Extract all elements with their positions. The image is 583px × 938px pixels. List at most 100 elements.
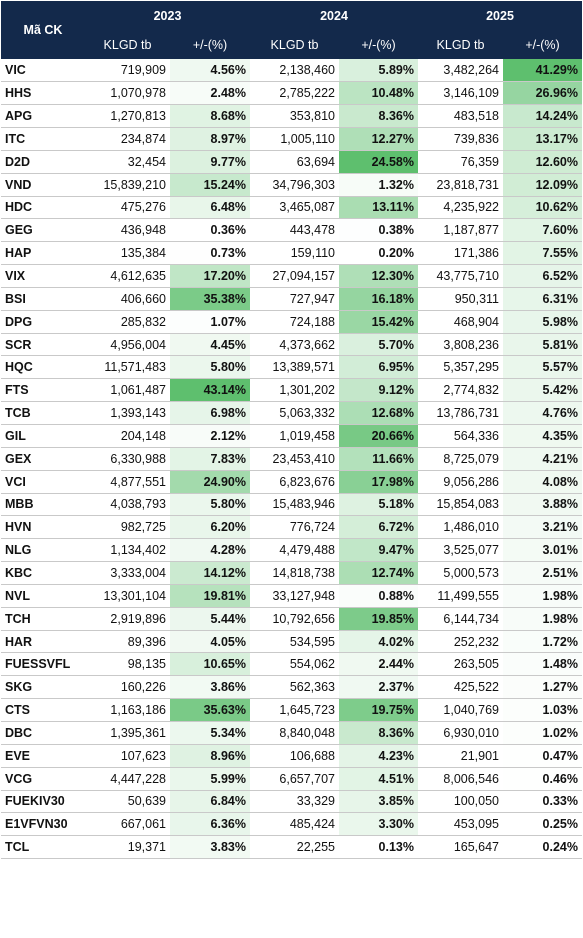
- table-row: HHS 1,070,978 2.48% 2,785,222 10.48% 3,146,10…: [1, 81, 582, 106]
- change-2023-cell: 6.84%: [170, 790, 250, 814]
- change-2023-cell: 24.90%: [170, 470, 250, 494]
- table-row: TCL 19,371 3.83% 22,255 0.13% 165,647 0.24%: [1, 835, 582, 860]
- symbol-cell: TCH: [1, 607, 85, 631]
- change-2025-cell: 10.62%: [503, 196, 582, 220]
- change-2025-cell: 4.35%: [503, 424, 582, 448]
- table-row: SCR 4,956,004 4.45% 4,373,662 5.70% 3,808,236…: [1, 333, 582, 357]
- symbol-cell: D2D: [1, 150, 85, 174]
- volume-2025-cell: 171,386: [418, 241, 503, 266]
- volume-2025-cell: 5,357,295: [418, 355, 503, 380]
- symbol-cell: NLG: [1, 538, 85, 563]
- volume-2024-cell: 443,478: [250, 218, 339, 243]
- change-2024-cell: 16.18%: [339, 287, 418, 311]
- volume-2024-cell: 33,127,948: [250, 584, 339, 608]
- symbol-cell: E1VFVN30: [1, 812, 85, 837]
- change-2024-cell: 6.72%: [339, 515, 418, 540]
- change-2023-cell: 4.28%: [170, 538, 250, 563]
- change-2025-cell: 7.60%: [503, 218, 582, 243]
- change-2025-cell: 5.42%: [503, 378, 582, 403]
- table-row: NLG 1,134,402 4.28% 4,479,488 9.47% 3,525,077…: [1, 538, 582, 563]
- change-2025-cell: 12.09%: [503, 173, 582, 197]
- table-row: GIL 204,148 2.12% 1,019,458 20.66% 564,336 4.3…: [1, 424, 582, 448]
- change-2025-cell: 26.96%: [503, 81, 582, 106]
- change-2023-cell: 19.81%: [170, 584, 250, 608]
- volume-2025-cell: 4,235,922: [418, 196, 503, 220]
- change-2024-cell: 4.23%: [339, 744, 418, 768]
- symbol-cell: FUESSVFL: [1, 652, 85, 677]
- change-2025-cell: 4.08%: [503, 470, 582, 494]
- volume-2025-cell: 3,482,264: [418, 59, 503, 83]
- table-row: HAR 89,396 4.05% 534,595 4.02% 252,232 1.72%: [1, 630, 582, 654]
- symbol-cell: CTS: [1, 698, 85, 722]
- table-row: FTS 1,061,487 43.14% 1,301,202 9.12% 2,774,83…: [1, 378, 582, 403]
- volume-2023-cell: 1,395,361: [85, 721, 170, 745]
- volume-2025-cell: 6,930,010: [418, 721, 503, 745]
- change-2024-cell: 19.75%: [339, 698, 418, 722]
- volume-2025-cell: 76,359: [418, 150, 503, 174]
- change-2025-cell: 41.29%: [503, 59, 582, 83]
- change-2025-cell: 2.51%: [503, 561, 582, 585]
- symbol-cell: HDC: [1, 196, 85, 220]
- change-2024-cell: 6.95%: [339, 355, 418, 380]
- table-row: E1VFVN30 667,061 6.36% 485,424 3.30% 453,095 0…: [1, 812, 582, 837]
- volume-2025-cell: 564,336: [418, 424, 503, 448]
- volume-2024-cell: 15,483,946: [250, 493, 339, 517]
- symbol-cell: SKG: [1, 675, 85, 700]
- symbol-cell: HAP: [1, 241, 85, 266]
- volume-2023-cell: 4,038,793: [85, 493, 170, 517]
- year-header-2024: 2024: [250, 1, 418, 30]
- change-2023-cell: 15.24%: [170, 173, 250, 197]
- pct-header-2023: +/-(%): [170, 30, 250, 59]
- change-2024-cell: 8.36%: [339, 721, 418, 745]
- change-2024-cell: 24.58%: [339, 150, 418, 174]
- change-2023-cell: 6.48%: [170, 196, 250, 220]
- volume-2024-cell: 14,818,738: [250, 561, 339, 585]
- change-2023-cell: 5.80%: [170, 493, 250, 517]
- change-2025-cell: 6.52%: [503, 264, 582, 288]
- change-2024-cell: 17.98%: [339, 470, 418, 494]
- volume-2025-cell: 13,786,731: [418, 401, 503, 425]
- volume-2025-cell: 1,486,010: [418, 515, 503, 540]
- table-row: HQC 11,571,483 5.80% 13,389,571 6.95% 5,357,2…: [1, 355, 582, 380]
- pct-header-2025: +/-(%): [503, 30, 582, 59]
- volume-2024-cell: 5,063,332: [250, 401, 339, 425]
- change-2023-cell: 4.56%: [170, 59, 250, 83]
- symbol-cell: NVL: [1, 584, 85, 608]
- volume-2024-cell: 1,645,723: [250, 698, 339, 722]
- change-2023-cell: 6.36%: [170, 812, 250, 837]
- change-2023-cell: 8.68%: [170, 104, 250, 129]
- volume-2025-cell: 5,000,573: [418, 561, 503, 585]
- volume-2025-cell: 3,146,109: [418, 81, 503, 106]
- change-2025-cell: 7.55%: [503, 241, 582, 266]
- volume-2023-cell: 406,660: [85, 287, 170, 311]
- change-2024-cell: 15.42%: [339, 310, 418, 334]
- change-2025-cell: 4.21%: [503, 447, 582, 471]
- year-header-2025: 2025: [418, 1, 582, 30]
- volume-2023-cell: 4,447,228: [85, 767, 170, 791]
- change-2025-cell: 1.98%: [503, 607, 582, 631]
- change-2023-cell: 35.63%: [170, 698, 250, 722]
- change-2023-cell: 2.48%: [170, 81, 250, 106]
- volume-2025-cell: 8,725,079: [418, 447, 503, 471]
- change-2023-cell: 5.44%: [170, 607, 250, 631]
- table-row: HVN 982,725 6.20% 776,724 6.72% 1,486,010 3.21…: [1, 515, 582, 540]
- symbol-cell: HVN: [1, 515, 85, 540]
- symbol-cell: VCI: [1, 470, 85, 494]
- table-row: FUEKIV30 50,639 6.84% 33,329 3.85% 100,050 0.3…: [1, 790, 582, 814]
- volume-2023-cell: 1,134,402: [85, 538, 170, 563]
- change-2025-cell: 3.88%: [503, 493, 582, 517]
- symbol-cell: ITC: [1, 127, 85, 151]
- change-2024-cell: 3.30%: [339, 812, 418, 837]
- volume-2025-cell: 21,901: [418, 744, 503, 768]
- change-2025-cell: 5.57%: [503, 355, 582, 380]
- symbol-cell: DBC: [1, 721, 85, 745]
- volume-2025-cell: 6,144,734: [418, 607, 503, 631]
- volume-2023-cell: 436,948: [85, 218, 170, 243]
- volume-2024-cell: 554,062: [250, 652, 339, 677]
- symbol-cell: GIL: [1, 424, 85, 448]
- volume-2023-cell: 135,384: [85, 241, 170, 266]
- table-row: DBC 1,395,361 5.34% 8,840,048 8.36% 6,930,010…: [1, 721, 582, 745]
- volume-2025-cell: 23,818,731: [418, 173, 503, 197]
- volume-2024-cell: 534,595: [250, 630, 339, 654]
- change-2025-cell: 0.33%: [503, 790, 582, 814]
